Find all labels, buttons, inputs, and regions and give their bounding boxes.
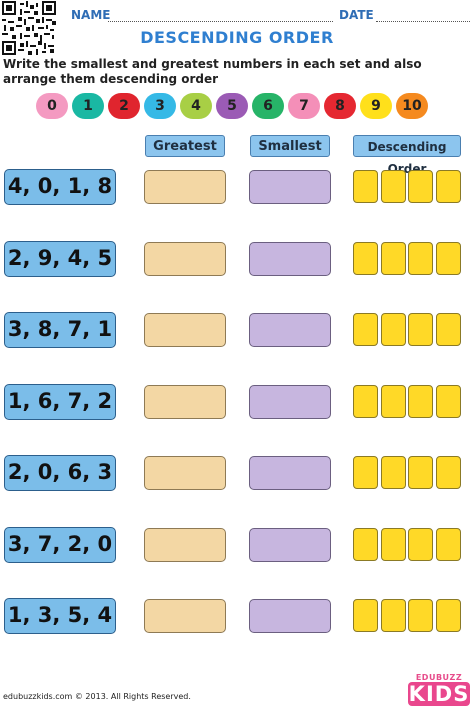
greatest-answer-box[interactable] [144, 385, 226, 419]
date-label: DATE [339, 8, 374, 22]
descending-answer-cell[interactable] [380, 385, 406, 418]
descending-answer-cell[interactable] [435, 599, 461, 632]
number-pill: 4 [180, 93, 212, 119]
number-pill: 9 [360, 93, 392, 119]
descending-answer-cell[interactable] [408, 385, 433, 418]
descending-order-header: Descending Order [353, 135, 461, 176]
smallest-answer-box[interactable] [249, 313, 331, 347]
descending-answer-cell[interactable] [435, 385, 461, 418]
number-pill: 8 [324, 93, 356, 119]
number-set-box: 3, 8, 7, 1 [4, 312, 116, 348]
number-set-box: 3, 7, 2, 0 [4, 527, 116, 563]
greatest-answer-box[interactable] [144, 599, 226, 633]
descending-answer-cell[interactable] [353, 456, 378, 489]
logo-bottom-text: KIDS [408, 682, 470, 706]
number-set-box: 2, 9, 4, 5 [4, 241, 116, 277]
descending-answer-cell[interactable] [408, 242, 433, 275]
descending-answer-cell[interactable] [380, 242, 406, 275]
greatest-answer-box[interactable] [144, 242, 226, 276]
descending-answer-cell[interactable] [435, 528, 461, 561]
smallest-header: Smallest [250, 135, 330, 157]
smallest-answer-box[interactable] [249, 599, 331, 633]
descending-answer-cell[interactable] [380, 599, 406, 632]
page-title: DESCENDING ORDER [140, 28, 334, 47]
greatest-header: Greatest [145, 135, 225, 157]
descending-answer-cell[interactable] [408, 599, 433, 632]
descending-answer-cell[interactable] [380, 528, 406, 561]
number-set-box: 2, 0, 6, 3 [4, 455, 116, 491]
number-pill: 7 [288, 93, 320, 119]
descending-answer-cell[interactable] [408, 528, 433, 561]
number-pill: 10 [396, 93, 428, 119]
greatest-answer-box[interactable] [144, 170, 226, 204]
number-set-box: 1, 6, 7, 2 [4, 384, 116, 420]
number-pill: 2 [108, 93, 140, 119]
descending-answer-cell[interactable] [353, 313, 378, 346]
greatest-answer-box[interactable] [144, 456, 226, 490]
smallest-answer-box[interactable] [249, 242, 331, 276]
number-pill: 6 [252, 93, 284, 119]
descending-answer-cell[interactable] [408, 456, 433, 489]
descending-answer-cell[interactable] [408, 170, 433, 203]
date-field[interactable] [376, 21, 470, 22]
number-pill: 1 [72, 93, 104, 119]
greatest-answer-box[interactable] [144, 313, 226, 347]
descending-answer-cell[interactable] [435, 170, 461, 203]
smallest-answer-box[interactable] [249, 528, 331, 562]
instructions-text: Write the smallest and greatest numbers … [3, 57, 422, 86]
descending-answer-cell[interactable] [380, 170, 406, 203]
qr-code-icon [2, 1, 56, 55]
descending-answer-cell[interactable] [408, 313, 433, 346]
descending-answer-cell[interactable] [435, 456, 461, 489]
smallest-answer-box[interactable] [249, 456, 331, 490]
number-set-box: 4, 0, 1, 8 [4, 169, 116, 205]
logo-top-text: EDUBUZZ [415, 673, 463, 682]
number-pill: 0 [36, 93, 68, 119]
descending-answer-cell[interactable] [380, 313, 406, 346]
number-pill: 5 [216, 93, 248, 119]
smallest-answer-box[interactable] [249, 170, 331, 204]
descending-answer-cell[interactable] [353, 170, 378, 203]
descending-answer-cell[interactable] [353, 242, 378, 275]
descending-answer-cell[interactable] [353, 599, 378, 632]
name-field[interactable] [108, 21, 333, 22]
name-label: NAME [71, 8, 111, 22]
smallest-answer-box[interactable] [249, 385, 331, 419]
descending-answer-cell[interactable] [353, 385, 378, 418]
descending-answer-cell[interactable] [380, 456, 406, 489]
copyright-text: edubuzzkids.com © 2013. All Rights Reser… [3, 692, 191, 701]
descending-answer-cell[interactable] [435, 242, 461, 275]
number-pill: 3 [144, 93, 176, 119]
descending-answer-cell[interactable] [435, 313, 461, 346]
greatest-answer-box[interactable] [144, 528, 226, 562]
number-set-box: 1, 3, 5, 4 [4, 598, 116, 634]
descending-answer-cell[interactable] [353, 528, 378, 561]
number-pills: 0 1 2 3 4 5 6 7 8 9 10 [36, 93, 436, 119]
edubuzz-kids-logo: EDUBUZZ KIDS [408, 673, 470, 709]
